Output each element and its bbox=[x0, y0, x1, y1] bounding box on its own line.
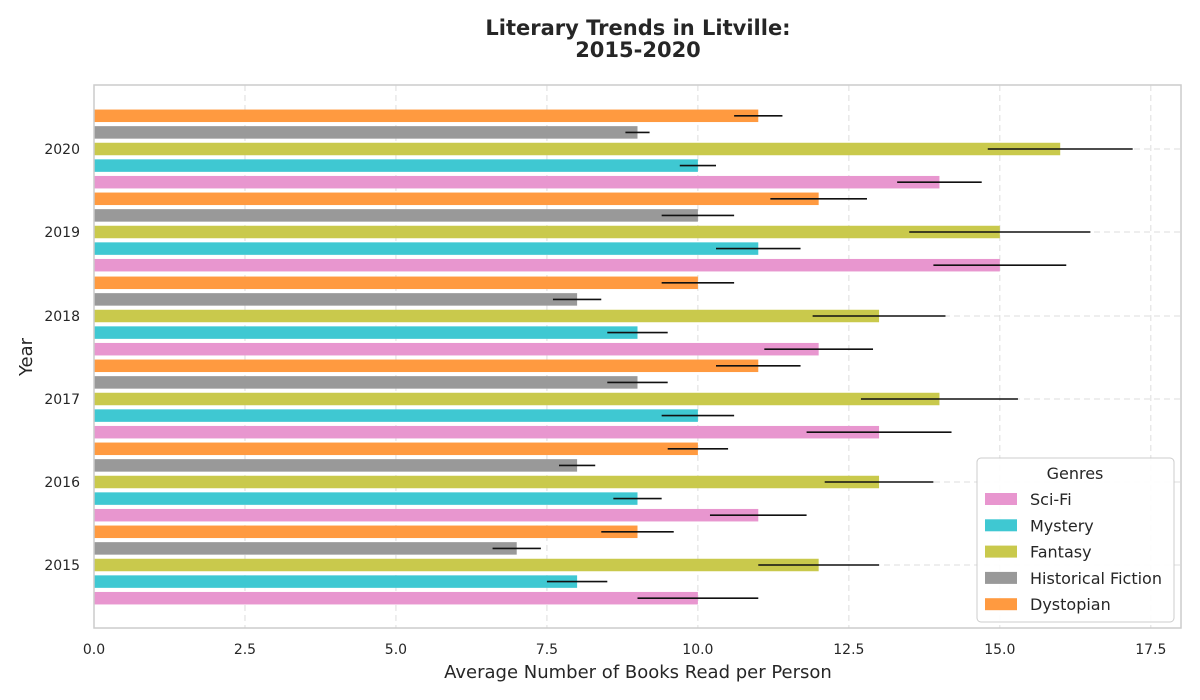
bar bbox=[94, 392, 940, 406]
bar bbox=[94, 109, 759, 123]
bar bbox=[94, 475, 880, 489]
legend-label: Fantasy bbox=[1030, 543, 1092, 562]
bar bbox=[94, 126, 638, 139]
legend-items: Sci-Fi Mystery Fantasy Historical Fiction Dy… bbox=[985, 490, 1162, 614]
bar bbox=[94, 558, 819, 572]
x-tick-label: 17.5 bbox=[1135, 642, 1166, 658]
x-tick-label: 12.5 bbox=[833, 642, 864, 658]
x-tick-label: 10.0 bbox=[682, 642, 713, 658]
bar bbox=[94, 209, 698, 222]
bar bbox=[94, 293, 578, 306]
y-axis-label: Year bbox=[16, 337, 37, 377]
legend-swatch bbox=[985, 598, 1017, 611]
bar bbox=[94, 425, 880, 439]
legend: Genres Sci-Fi Mystery Fantasy Historical Fi… bbox=[976, 457, 1175, 623]
bar bbox=[94, 242, 759, 255]
bar bbox=[94, 459, 578, 472]
legend-swatch bbox=[985, 493, 1017, 505]
legend-swatch bbox=[985, 519, 1017, 532]
bar bbox=[94, 492, 638, 505]
bar bbox=[94, 175, 940, 189]
bar bbox=[94, 376, 638, 389]
bar bbox=[94, 225, 1000, 239]
bar bbox=[94, 258, 1000, 272]
x-tick-label: 7.5 bbox=[536, 642, 558, 658]
error-bars bbox=[492, 115, 1133, 600]
chart-title-line1: Literary Trends in Litville: bbox=[485, 16, 790, 40]
x-tick-label: 5.0 bbox=[385, 642, 407, 658]
bar bbox=[94, 575, 578, 588]
x-tick-label: 0.0 bbox=[83, 642, 105, 658]
legend-label: Dystopian bbox=[1030, 595, 1111, 614]
bar bbox=[94, 276, 698, 290]
y-tick-labels: 2015 2016 2017 2018 2019 2020 bbox=[44, 142, 80, 574]
legend-title: Genres bbox=[1047, 464, 1104, 483]
bar bbox=[94, 409, 698, 422]
bar bbox=[94, 359, 759, 373]
legend-frame bbox=[976, 457, 1175, 623]
bar bbox=[94, 326, 638, 339]
bar bbox=[94, 542, 517, 555]
bar bbox=[94, 342, 819, 356]
y-tick-label: 2020 bbox=[44, 142, 80, 158]
x-tick-label: 15.0 bbox=[984, 642, 1015, 658]
bar bbox=[94, 192, 819, 206]
chart-title-line2: 2015-2020 bbox=[575, 38, 701, 62]
legend-label: Historical Fiction bbox=[1030, 569, 1162, 588]
x-axis-label: Average Number of Books Read per Person bbox=[444, 662, 832, 683]
bar bbox=[94, 442, 698, 456]
x-tick-label: 2.5 bbox=[234, 642, 256, 658]
bar bbox=[94, 525, 638, 539]
y-tick-label: 2018 bbox=[44, 309, 80, 325]
x-tick-labels: 0.0 2.5 5.0 7.5 10.0 12.5 15.0 17.5 bbox=[83, 642, 1167, 658]
bar bbox=[94, 159, 698, 172]
bar bbox=[94, 508, 759, 522]
bar bbox=[94, 309, 880, 323]
legend-swatch bbox=[985, 545, 1017, 558]
legend-swatch bbox=[985, 571, 1017, 584]
bar bbox=[94, 591, 698, 605]
bars bbox=[94, 109, 1061, 605]
y-tick-label: 2015 bbox=[44, 558, 80, 574]
legend-label: Mystery bbox=[1030, 516, 1094, 535]
y-tick-label: 2017 bbox=[44, 392, 80, 408]
y-tick-label: 2019 bbox=[44, 225, 80, 241]
bar bbox=[94, 142, 1061, 156]
legend-label: Sci-Fi bbox=[1030, 490, 1072, 509]
plot-frame bbox=[93, 84, 1182, 629]
y-tick-label: 2016 bbox=[44, 475, 80, 491]
